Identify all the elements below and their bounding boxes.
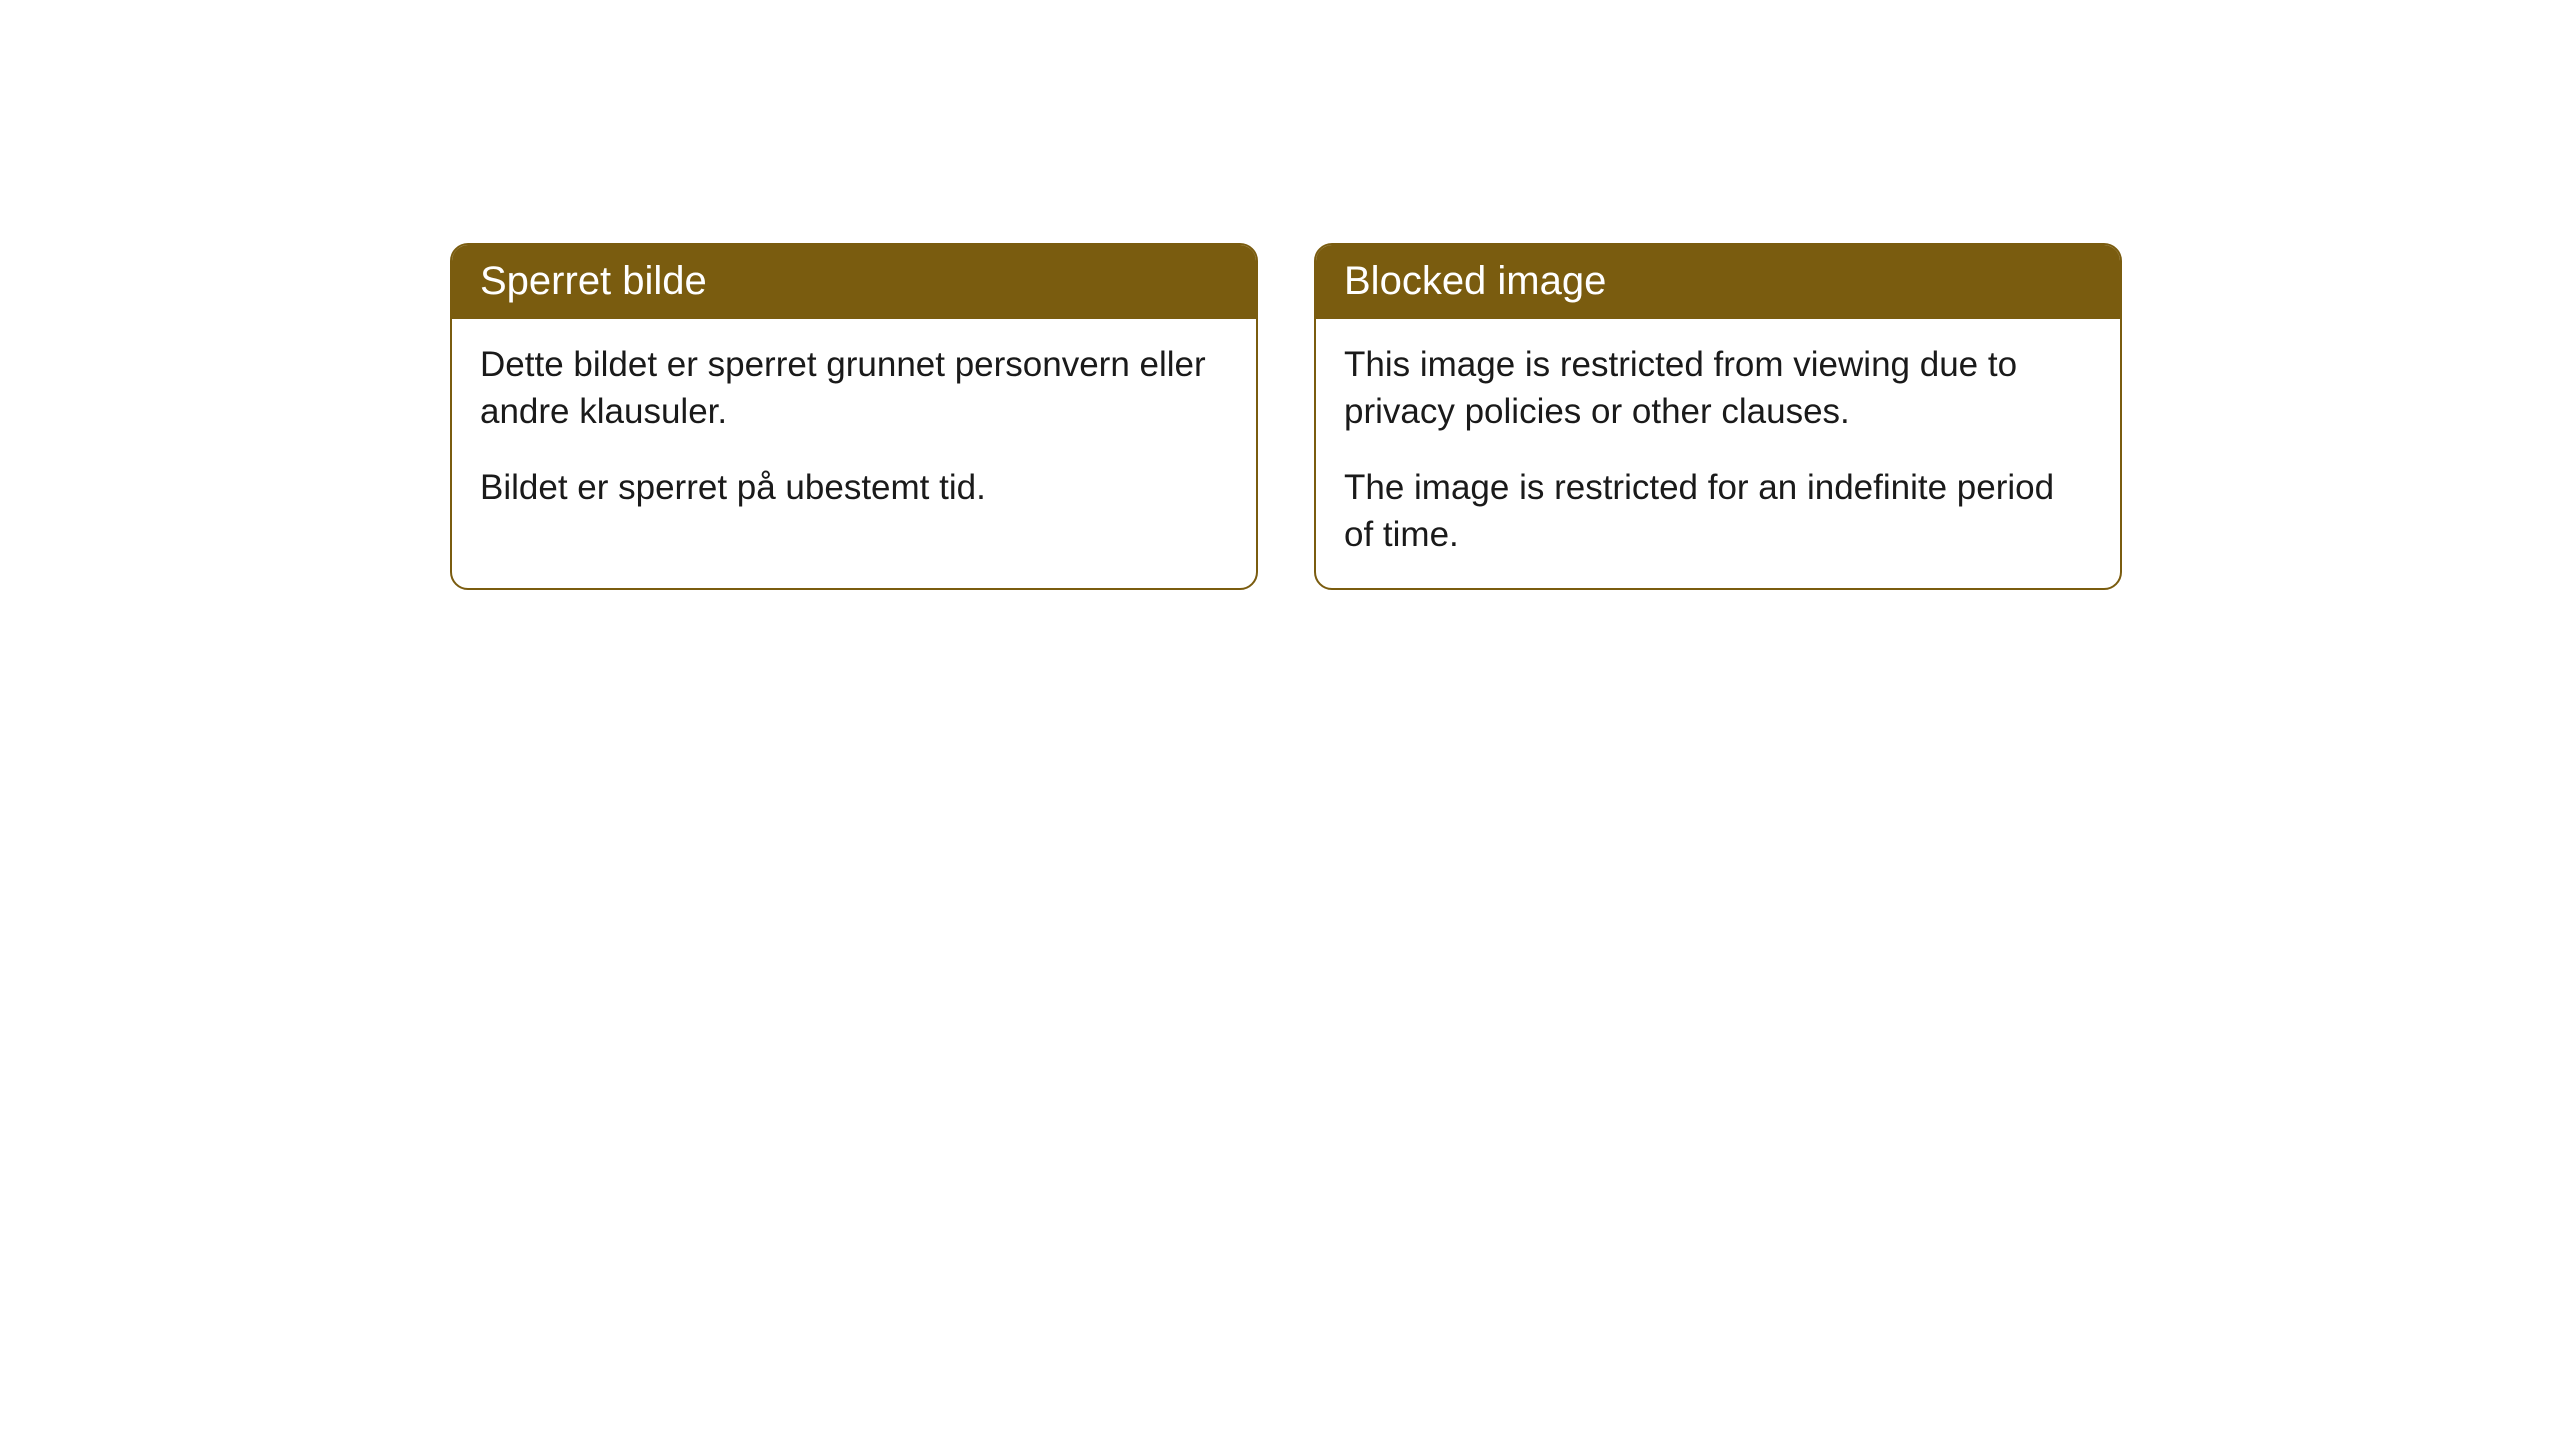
card-header-norwegian: Sperret bilde (452, 245, 1256, 319)
card-paragraph-2-norwegian: Bildet er sperret på ubestemt tid. (480, 464, 1228, 511)
card-paragraph-2-english: The image is restricted for an indefinit… (1344, 464, 2092, 559)
card-paragraph-1-english: This image is restricted from viewing du… (1344, 341, 2092, 436)
blocked-image-card-english: Blocked image This image is restricted f… (1314, 243, 2122, 590)
card-body-english: This image is restricted from viewing du… (1316, 319, 2120, 588)
card-header-english: Blocked image (1316, 245, 2120, 319)
card-title-norwegian: Sperret bilde (480, 259, 707, 303)
card-paragraph-1-norwegian: Dette bildet er sperret grunnet personve… (480, 341, 1228, 436)
card-body-norwegian: Dette bildet er sperret grunnet personve… (452, 319, 1256, 571)
card-title-english: Blocked image (1344, 259, 1606, 303)
cards-container: Sperret bilde Dette bildet er sperret gr… (0, 0, 2560, 590)
blocked-image-card-norwegian: Sperret bilde Dette bildet er sperret gr… (450, 243, 1258, 590)
